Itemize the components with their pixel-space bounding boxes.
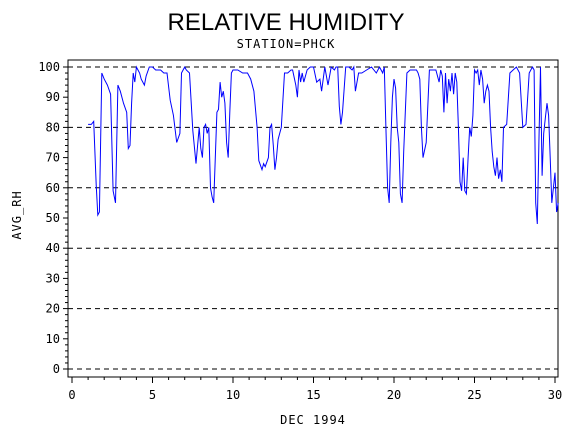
y-axis-label: AVG_RH xyxy=(10,190,24,239)
y-tick-label: 20 xyxy=(46,302,60,316)
y-tick-label: 90 xyxy=(46,90,60,104)
y-tick-label: 50 xyxy=(46,211,60,225)
x-tick-label: 0 xyxy=(68,388,75,402)
x-tick-label: 15 xyxy=(306,388,320,402)
x-tick-label: 20 xyxy=(387,388,401,402)
x-tick-label: 30 xyxy=(548,388,562,402)
y-tick-label: 0 xyxy=(53,362,60,376)
x-axis-label: DEC 1994 xyxy=(280,413,346,427)
x-tick-label: 5 xyxy=(149,388,156,402)
gridlines xyxy=(68,66,558,370)
humidity-series-line xyxy=(88,65,559,225)
plot-frame xyxy=(67,59,559,378)
y-tick-label: 40 xyxy=(46,241,60,255)
chart-title: RELATIVE HUMIDITY xyxy=(168,9,405,36)
y-axis: 0 10 20 30 40 50 60 70 80 90 100 xyxy=(38,60,68,376)
y-tick-label: 30 xyxy=(46,271,60,285)
y-tick-label: 10 xyxy=(46,332,60,346)
y-tick-label: 80 xyxy=(46,120,60,134)
x-tick-label: 10 xyxy=(226,388,240,402)
y-tick-label: 100 xyxy=(38,60,60,74)
chart-subtitle: STATION=PHCK xyxy=(237,37,336,51)
y-tick-label: 70 xyxy=(46,151,60,165)
x-axis: 0 5 10 15 20 25 30 xyxy=(68,377,562,402)
x-tick-label: 25 xyxy=(467,388,481,402)
y-tick-label: 60 xyxy=(46,181,60,195)
